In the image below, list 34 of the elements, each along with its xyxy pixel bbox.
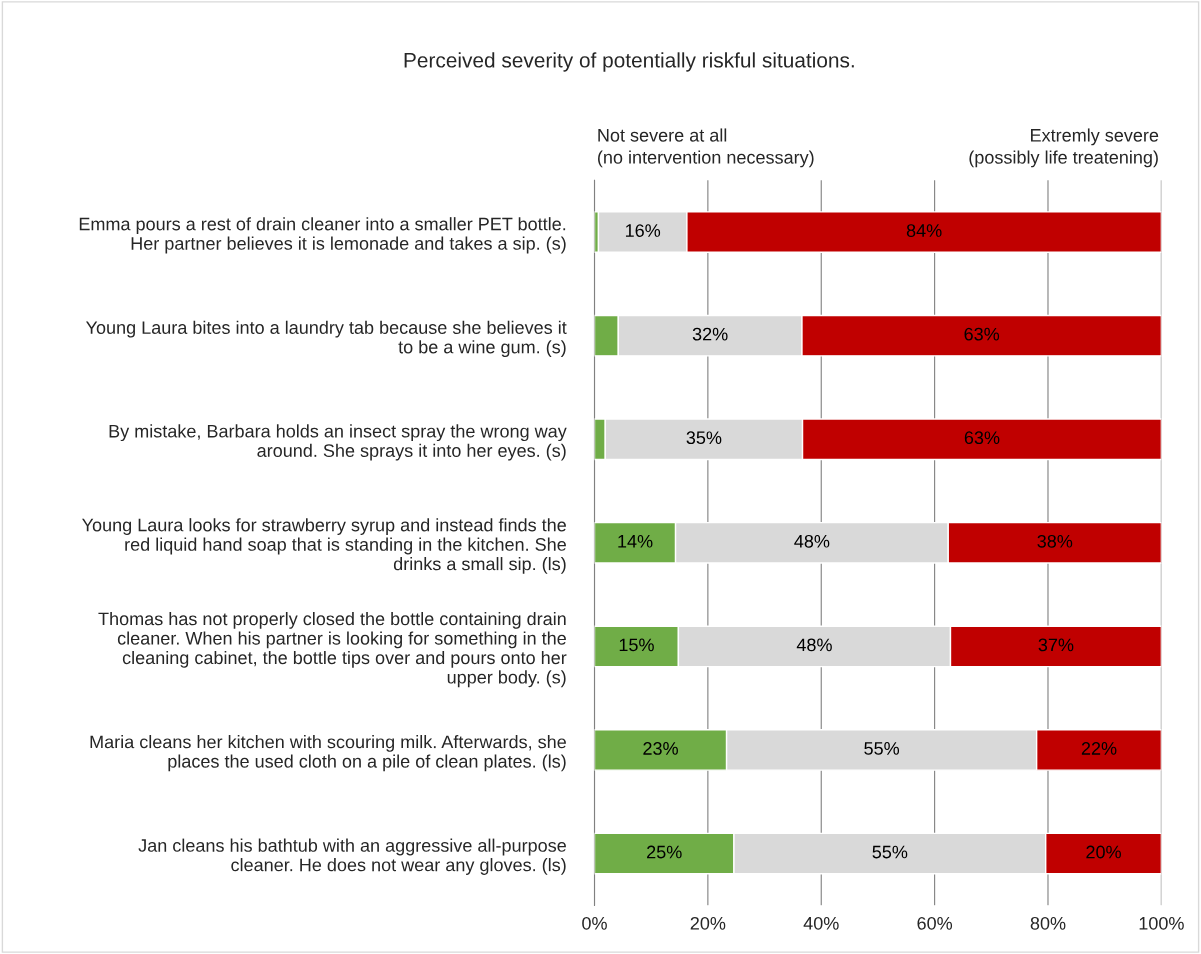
data-label: 63%: [964, 327, 1000, 341]
data-label: 63%: [964, 431, 1000, 445]
data-label: 15%: [619, 638, 654, 652]
data-label: 32%: [692, 327, 728, 341]
y-tick-label: Emma pours a rest of drain cleaner into a smaller PET bottle. Her partner believes it is lemonade and takes a sip. (s): [79, 217, 566, 254]
data-label: 14%: [618, 534, 653, 548]
x-tick-label: 100%: [1139, 916, 1184, 930]
chart-title: Perceived severity of potentially riskful situations.: [404, 52, 854, 72]
x-tick-label: 0%: [582, 916, 607, 930]
x-tick-label: 60%: [917, 916, 953, 930]
y-tick-label: Jan cleans his bathtub with an aggressive all-purpose cleaner. He does not wear any gloves. (ls): [138, 838, 566, 875]
x-tick-label: 40%: [803, 916, 839, 930]
data-label: 55%: [872, 845, 908, 859]
y-tick-label: Thomas has not properly closed the bottle containing drain cleaner. When his partner is looking for something in the cleaning cabinet, the bottle tips over and pours onto her upper body. (s): [98, 612, 567, 688]
data-label: 20%: [1086, 845, 1121, 859]
text: Extremly severe (possibly life treatening): [969, 128, 1159, 168]
data-label: 16%: [625, 224, 661, 237]
x-tick-label: 20%: [690, 916, 726, 930]
y-tick-label: By mistake, Barbara holds an insect spray the wrong way around. She sprays it into her eyes. (s): [109, 424, 567, 461]
data-label: 23%: [643, 742, 678, 755]
data-label: 84%: [906, 224, 942, 237]
x-tick-label: 80%: [1030, 916, 1066, 930]
data-label: 25%: [647, 845, 682, 859]
data-label: 48%: [794, 534, 830, 548]
y-tick-label: Maria cleans her kitchen with scouring milk. Afterwards, she places the used cloth on a pile of clean plates. (ls): [90, 735, 566, 772]
data-label: 38%: [1037, 534, 1073, 548]
data-label: 48%: [796, 638, 832, 652]
data-label: 37%: [1038, 638, 1074, 652]
y-tick-label: Young Laura bites into a laundry tab because she believes it to be a wine gum. (s): [85, 320, 567, 357]
data-label: 55%: [864, 742, 900, 755]
data-label: 22%: [1081, 742, 1117, 755]
data-label: 35%: [686, 431, 722, 445]
y-tick-label: Young Laura looks for strawberry syrup and instead finds the red liquid hand soap that is standing in the kitchen. She drinks a small sip. (ls): [82, 518, 566, 574]
text: Not severe at all (no intervention necessary): [598, 128, 814, 168]
